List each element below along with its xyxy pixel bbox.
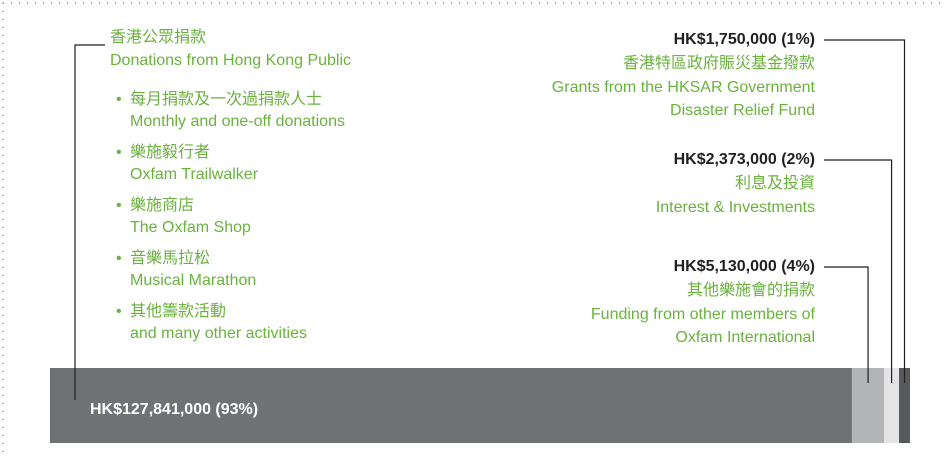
item-zh: 音樂馬拉松 <box>130 249 210 267</box>
series-name-en: Grants from the HKSAR Government <box>552 79 816 96</box>
value-label: HK$2,373,000 (2%) <box>674 151 815 168</box>
bullet: • <box>116 250 122 267</box>
bar-segment <box>50 368 852 443</box>
bar-segment <box>899 368 910 443</box>
item-en: Musical Marathon <box>130 272 256 289</box>
series-name: 利息及投資 <box>735 174 815 192</box>
item-zh: 每月捐款及一次過捐款人士 <box>130 90 322 108</box>
series-name: 香港公眾捐款 <box>110 28 206 46</box>
series-name-en: Disaster Relief Fund <box>670 102 815 119</box>
item-zh: 樂施商店 <box>130 196 194 214</box>
connector <box>824 159 893 383</box>
bullet: • <box>116 91 122 108</box>
item-en: Oxfam Trailwalker <box>130 166 259 183</box>
item-zh: 樂施毅行者 <box>130 143 210 161</box>
connector <box>824 266 869 383</box>
bullet: • <box>116 303 122 320</box>
item-en: The Oxfam Shop <box>130 219 251 236</box>
series-name-en: Donations from Hong Kong Public <box>110 52 351 69</box>
bullet: • <box>116 197 122 214</box>
connector <box>74 44 105 400</box>
bullet: • <box>116 144 122 161</box>
series-name-en: Oxfam International <box>675 329 815 346</box>
item-zh: 其他籌款活動 <box>130 302 226 320</box>
value-label: HK$127,841,000 (93%) <box>90 401 258 418</box>
series-name: 其他樂施會的捐款 <box>687 281 815 299</box>
connector <box>824 39 906 383</box>
value-label: HK$5,130,000 (4%) <box>674 258 815 275</box>
item-en: and many other activities <box>130 325 307 342</box>
series-name: 香港特區政府賑災基金撥款 <box>623 54 815 72</box>
item-en: Monthly and one-off donations <box>130 113 345 130</box>
bar-segment <box>884 368 900 443</box>
value-label: HK$1,750,000 (1%) <box>674 31 815 48</box>
series-name-en: Interest & Investments <box>656 199 815 216</box>
series-name-en: Funding from other members of <box>591 306 816 323</box>
